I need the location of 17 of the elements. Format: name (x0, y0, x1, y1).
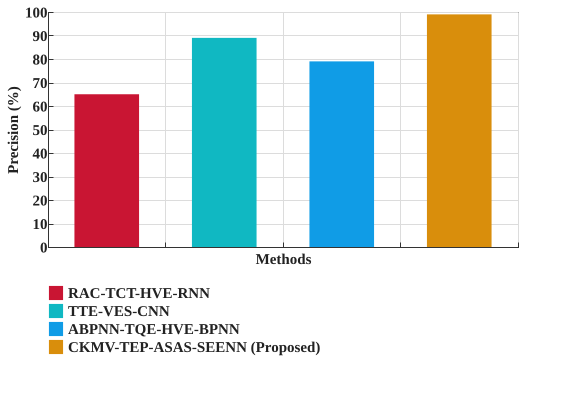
y-tick-label: 90 (32, 29, 48, 45)
x-axis-title: Methods (256, 252, 312, 268)
legend-label: CKMV-TEP-ASAS-SEENN (Proposed) (68, 340, 320, 356)
legend-label: RAC-TCT-HVE-RNN (68, 286, 210, 302)
y-tick-label: 50 (32, 123, 48, 139)
y-tick-label: 10 (32, 217, 48, 233)
legend-label: ABPNN-TQE-HVE-BPNN (68, 322, 240, 338)
y-tick-label: 40 (32, 146, 48, 162)
y-tick-label: 20 (32, 194, 48, 210)
y-tick-label: 0 (40, 240, 48, 256)
legend-label: TTE-VES-CNN (68, 304, 170, 320)
y-tick-label: 60 (32, 100, 48, 116)
y-axis-title: Precision (%) (6, 86, 22, 174)
y-tick-label: 80 (32, 52, 48, 68)
y-tick-label: 100 (25, 6, 48, 22)
y-tick-label: 30 (32, 170, 48, 186)
y-tick-label: 70 (32, 76, 48, 92)
